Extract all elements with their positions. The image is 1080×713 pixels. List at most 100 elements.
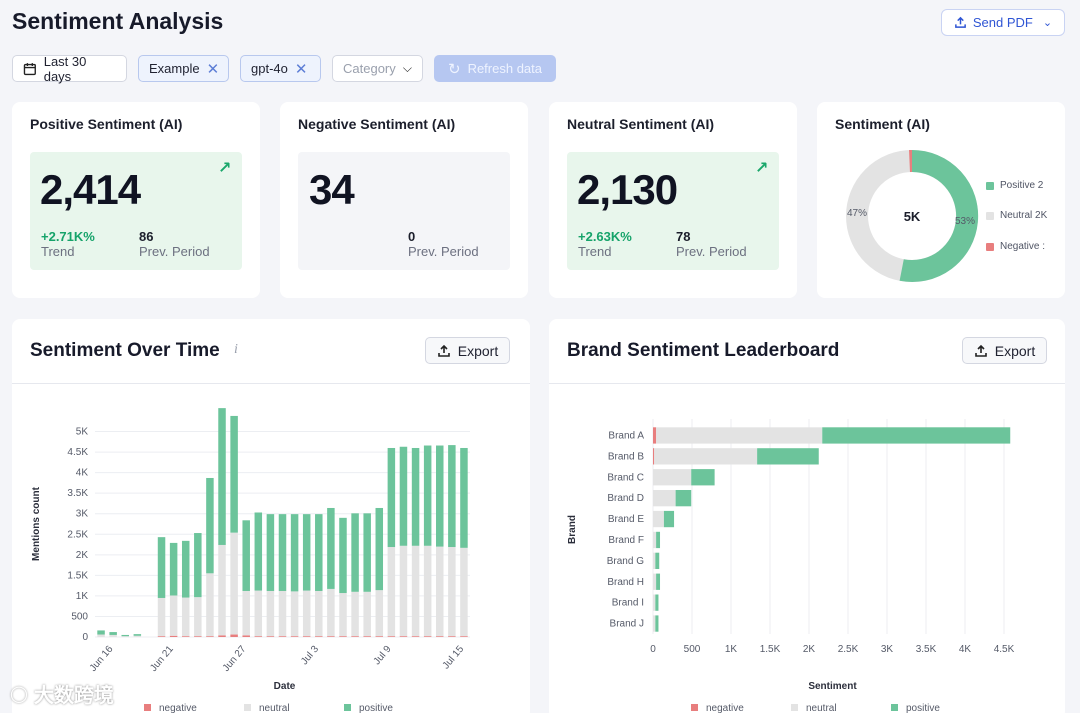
bar-positive	[363, 513, 371, 592]
bar-positive	[423, 445, 432, 546]
y-tick-label: Brand C	[607, 472, 644, 483]
divider	[549, 383, 1065, 384]
legend-label: negative	[706, 703, 744, 713]
y-tick-label: Brand E	[608, 514, 644, 525]
y-tick-label: 4K	[76, 468, 89, 479]
trend-label: Trend	[578, 244, 612, 259]
bar-negative	[278, 636, 287, 637]
bar-neutral	[157, 597, 166, 637]
bar-neutral	[109, 634, 117, 637]
legend-label: Negative :	[1000, 241, 1046, 252]
bar-neutral	[460, 547, 468, 637]
bar-positive	[194, 533, 202, 598]
category-select[interactable]: Category ⌵	[332, 55, 423, 82]
info-icon[interactable]: i	[234, 342, 238, 357]
bar-negative	[266, 636, 275, 637]
trend-value: +2.71K%	[41, 229, 95, 244]
bar-neutral	[121, 636, 129, 637]
divider	[12, 383, 530, 384]
y-tick-label: Brand I	[612, 598, 644, 609]
calendar-icon	[23, 62, 36, 75]
close-icon[interactable]: ✕	[294, 60, 308, 78]
bar-negative	[181, 636, 190, 637]
model-filter-chip[interactable]: gpt-4o ✕	[240, 55, 321, 82]
y-tick-label: Brand J	[610, 619, 644, 630]
export-label: Export	[457, 342, 499, 359]
prev-period-label: Prev. Period	[139, 244, 210, 259]
bar-neutral	[653, 489, 676, 507]
bar-neutral	[653, 552, 656, 570]
y-tick-label: 1.5K	[67, 570, 88, 581]
card-title: Negative Sentiment (AI)	[298, 116, 456, 132]
kpi-panel: ↗ 2,414 +2.71K% Trend 86 Prev. Period	[30, 152, 242, 270]
x-tick-label: 3K	[881, 644, 894, 655]
export-icon	[437, 344, 450, 357]
bar-neutral	[181, 597, 190, 637]
kpi-value: 34	[309, 166, 355, 213]
export-button[interactable]: Export	[425, 337, 510, 364]
bar-negative	[339, 636, 347, 637]
send-pdf-button[interactable]: Send PDF ⌄	[941, 9, 1065, 36]
bar-neutral	[206, 573, 214, 637]
card-title: Sentiment (AI)	[835, 116, 930, 132]
bar-negative	[399, 636, 408, 637]
export-icon	[974, 344, 987, 357]
kpi-panel: 34 0 Prev. Period	[298, 152, 510, 270]
project-chip-label: Example	[149, 61, 200, 76]
bar-neutral	[387, 547, 396, 637]
x-tick-label: Jun 27	[221, 644, 249, 674]
x-tick-label: 1K	[725, 644, 738, 655]
bar-negative	[327, 636, 335, 637]
legend-swatch	[144, 704, 151, 711]
bar-positive	[822, 427, 1011, 444]
y-tick-label: Brand F	[608, 535, 644, 546]
category-placeholder: Category	[343, 61, 396, 76]
y-tick-label: 500	[71, 611, 88, 622]
bar-neutral	[169, 595, 178, 636]
date-range-picker[interactable]: Last 30 days	[12, 54, 127, 84]
x-tick-label: 0	[650, 644, 656, 655]
bar-positive	[278, 514, 287, 591]
trend-up-icon: ↗	[218, 160, 232, 177]
donut-center-label: 5K	[904, 209, 921, 224]
bar-neutral	[448, 547, 456, 637]
bar-negative	[218, 635, 226, 637]
bar-positive	[339, 517, 347, 594]
trend-label: Trend	[41, 244, 75, 259]
x-tick-label: 3.5K	[916, 644, 937, 655]
kpi-value: 2,414	[40, 166, 141, 213]
x-tick-label: Jul 15	[441, 644, 467, 672]
bar-positive	[655, 615, 659, 632]
x-tick-label: 2.5K	[838, 644, 859, 655]
bar-negative	[230, 634, 238, 637]
bar-neutral	[656, 427, 823, 444]
bar-negative	[387, 636, 396, 637]
donut-slice-positive	[899, 149, 979, 282]
bar-negative	[157, 636, 166, 637]
refresh-data-button[interactable]: ↻ Refresh data	[434, 55, 556, 82]
y-tick-label: Brand G	[607, 556, 644, 567]
trend-up-icon: ↗	[755, 160, 769, 177]
bar-negative	[290, 636, 299, 637]
y-tick-label: 0	[82, 632, 88, 643]
project-filter-chip[interactable]: Example ✕	[138, 55, 229, 82]
bar-negative	[375, 636, 384, 637]
watermark-text: 大数跨境	[33, 685, 114, 707]
bar-neutral	[218, 544, 226, 636]
bar-negative	[363, 636, 371, 637]
bar-neutral	[363, 591, 371, 637]
legend-swatch	[891, 704, 898, 711]
sentiment-donut-card: Sentiment (AI) 5K 47% 53% Positive 2 Neu…	[817, 102, 1065, 298]
bar-positive	[436, 445, 444, 547]
bar-neutral	[254, 590, 263, 637]
bar-positive	[254, 512, 263, 591]
donut-percent-right: 53%	[955, 216, 975, 227]
send-pdf-label: Send PDF	[972, 15, 1033, 30]
donut-percent-left: 47%	[847, 208, 867, 219]
donut-chart: 5K 47% 53%	[846, 149, 979, 282]
bar-neutral	[266, 590, 275, 637]
close-icon[interactable]: ✕	[206, 60, 220, 78]
bar-positive	[109, 632, 117, 635]
legend-swatch	[986, 211, 994, 220]
export-button[interactable]: Export	[962, 337, 1047, 364]
